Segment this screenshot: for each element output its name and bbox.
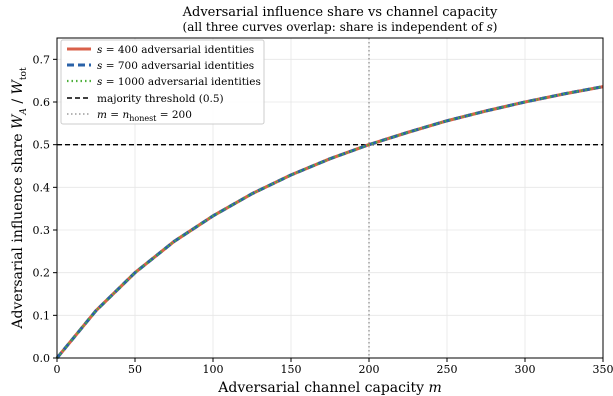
legend-box bbox=[60, 39, 265, 125]
legend-label-majority-threshold: majority threshold (0.5) bbox=[97, 93, 224, 105]
series-line-s400 bbox=[55, 85, 604, 360]
axis-ticks: 0 50 100 150 200 250 300 350 0.0 0.1 0.2 0.3 0.4 0.5 0… bbox=[33, 53, 613, 376]
y-tick-label: 0.6 bbox=[33, 96, 51, 109]
y-tick-label: 0.1 bbox=[33, 309, 51, 322]
series-lines bbox=[55, 85, 604, 360]
legend-label-s400: s = 400 adversarial identities bbox=[97, 44, 254, 56]
legend-entry-s1000: s = 1000 adversarial identities bbox=[67, 76, 261, 88]
reference-lines bbox=[57, 38, 603, 358]
x-tick-label: 300 bbox=[515, 363, 536, 376]
y-tick-label: 0.7 bbox=[33, 53, 51, 66]
y-tick-label: 0.3 bbox=[33, 224, 51, 237]
x-tick-label: 150 bbox=[281, 363, 302, 376]
series-line-s1000 bbox=[56, 85, 604, 359]
x-tick-label: 350 bbox=[593, 363, 613, 376]
legend-label-honest-line: m = nhonest = 200 bbox=[97, 109, 192, 123]
x-tick-label: 100 bbox=[203, 363, 224, 376]
plot-frame bbox=[56, 37, 604, 359]
y-tick-label: 0.5 bbox=[33, 139, 51, 152]
legend-entry-s700: s = 700 adversarial identities bbox=[67, 60, 254, 72]
legend-label-s1000: s = 1000 adversarial identities bbox=[97, 76, 261, 88]
x-tick-label: 50 bbox=[128, 363, 142, 376]
legend-label-s700: s = 700 adversarial identities bbox=[97, 60, 254, 72]
chart-title: Adversarial influence share vs channel c… bbox=[182, 5, 498, 20]
legend-entry-honest-line: m = nhonest = 200 bbox=[67, 109, 192, 123]
legend: s = 400 adversarial identities s = 700 a… bbox=[60, 39, 265, 125]
legend-entry-s400: s = 400 adversarial identities bbox=[67, 44, 254, 56]
series-line-s700 bbox=[55, 85, 604, 359]
y-tick-label: 0.4 bbox=[33, 181, 51, 194]
x-axis-label: Adversarial channel capacity m bbox=[217, 380, 441, 396]
chart-subtitle: (all three curves overlap: share is inde… bbox=[183, 20, 498, 34]
y-tick-label: 0.2 bbox=[33, 267, 51, 280]
x-tick-label: 250 bbox=[437, 363, 458, 376]
x-tick-label: 0 bbox=[54, 363, 61, 376]
y-tick-label: 0.0 bbox=[33, 352, 51, 365]
legend-entry-majority-threshold: majority threshold (0.5) bbox=[67, 93, 224, 105]
x-tick-label: 200 bbox=[359, 363, 380, 376]
y-axis-label: Adversarial influence share WA / Wtot bbox=[10, 67, 29, 330]
